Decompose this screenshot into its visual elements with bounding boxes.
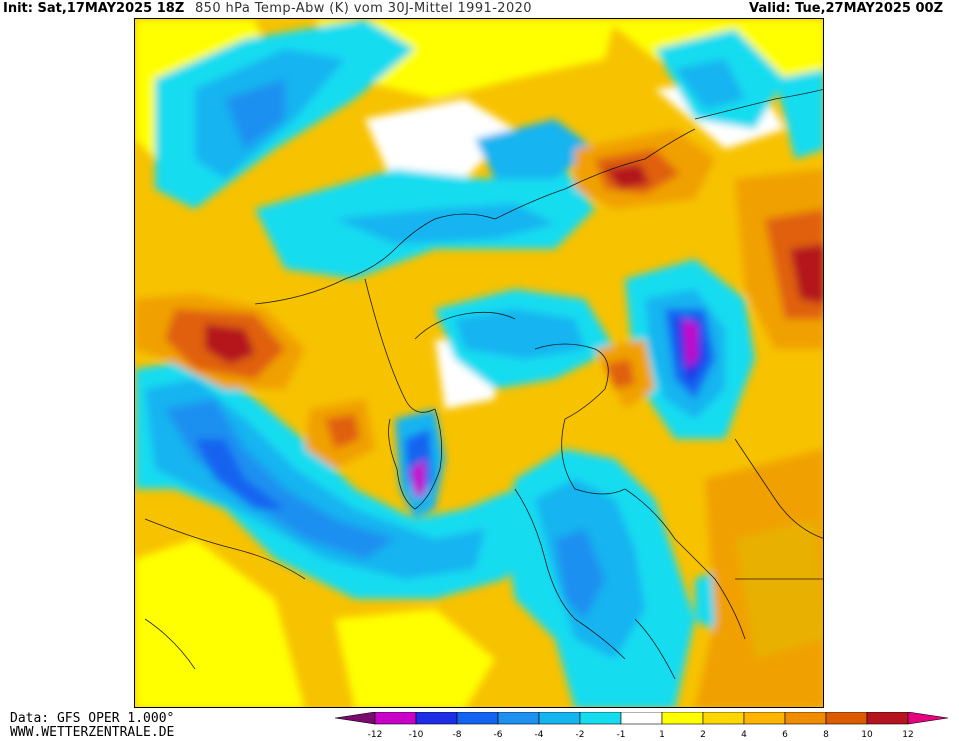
legend-tick-label: -2 (576, 730, 585, 740)
legend-tick-label: -12 (368, 730, 383, 740)
legend-swatch (866, 712, 909, 725)
legend-arrow-min (335, 712, 376, 725)
legend-swatch (825, 712, 868, 725)
legend-tick-label: 1 (659, 730, 665, 740)
legend-swatch (456, 712, 499, 725)
coastlines (144, 89, 823, 680)
color-legend: -12 -10 -8 -6 -4 -2 -1 1 2 4 6 8 10 12 (335, 712, 955, 740)
legend-tick-label: 10 (861, 730, 873, 740)
legend-swatch (497, 712, 540, 725)
legend-tick-label: 12 (902, 730, 913, 740)
legend-tick-label: 4 (741, 730, 747, 740)
legend-tick-label: -8 (453, 730, 462, 740)
map-canvas (135, 19, 823, 707)
legend-bar: -12 -10 -8 -6 -4 -2 -1 1 2 4 6 8 10 12 (335, 712, 949, 740)
legend-tick-label: -10 (409, 730, 424, 740)
website-label: WWW.WETTERZENTRALE.DE (10, 725, 175, 740)
legend-swatch (374, 712, 417, 725)
legend-tick-label: -6 (494, 730, 503, 740)
legend-swatch (415, 712, 458, 725)
chart-title: 850 hPa Temp-Abw (K) vom 30J-Mittel 1991… (195, 1, 532, 16)
legend-arrow-max (907, 712, 949, 725)
legend-swatch (661, 712, 704, 725)
legend-swatch (620, 712, 663, 725)
legend-swatch (702, 712, 745, 725)
legend-tick-label: 2 (700, 730, 706, 740)
legend-swatch (538, 712, 581, 725)
chart-header: Init: Sat,17MAY2025 18Z 850 hPa Temp-Abw… (0, 0, 959, 18)
legend-tick-label: -4 (535, 730, 544, 740)
legend-tick-label: 8 (823, 730, 829, 740)
init-time: Init: Sat,17MAY2025 18Z (3, 1, 185, 16)
temperature-anomaly-map (134, 18, 824, 708)
anomaly-fields (135, 19, 823, 707)
legend-swatch (579, 712, 622, 725)
valid-time: Valid: Tue,27MAY2025 00Z (749, 1, 943, 16)
legend-tick-label: 6 (782, 730, 788, 740)
legend-tick-label: -1 (617, 730, 626, 740)
legend-swatch (743, 712, 786, 725)
data-source: Data: GFS OPER 1.000° (10, 711, 175, 726)
legend-swatch (784, 712, 827, 725)
footer-credits: Data: GFS OPER 1.000° WWW.WETTERZENTRALE… (10, 712, 174, 740)
